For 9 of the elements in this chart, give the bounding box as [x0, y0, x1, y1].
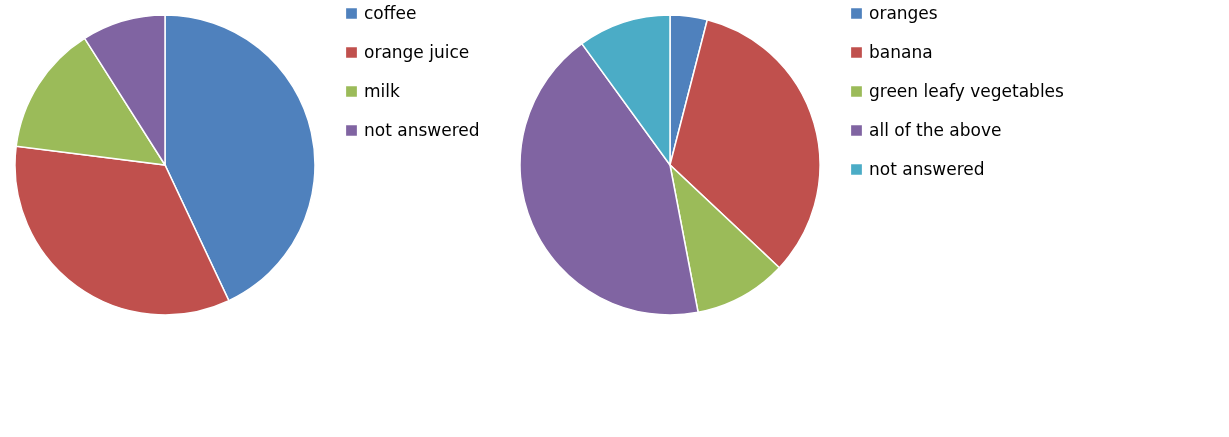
legend-label: banana [869, 41, 933, 62]
legend-label: oranges [869, 2, 938, 23]
legend-label: coffee [364, 2, 417, 23]
legend-label: milk [364, 80, 401, 101]
legend-label: green leafy vegetables [869, 80, 1065, 101]
legend-label: all of the above [869, 119, 1002, 140]
legend-label: orange juice [364, 41, 470, 62]
legend-label: not answered [869, 158, 985, 179]
legend-label: not answered [364, 119, 480, 140]
